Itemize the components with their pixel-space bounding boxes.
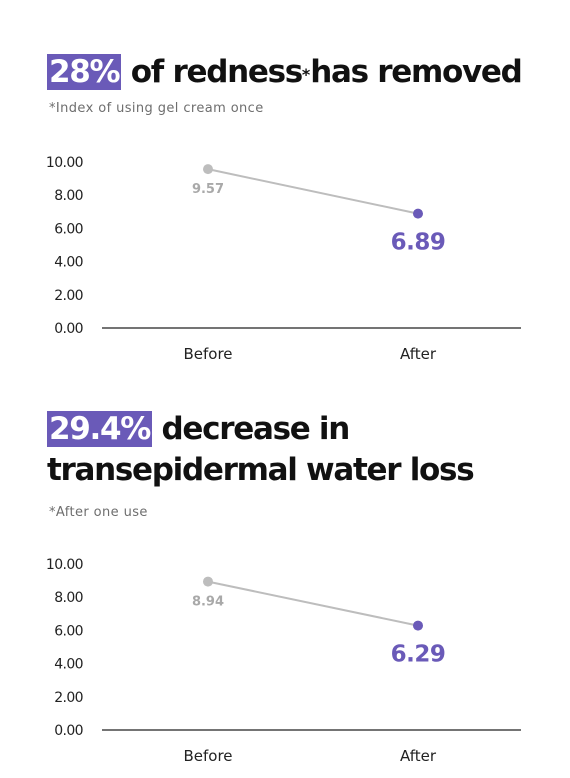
redness-asterisk: * <box>301 65 311 84</box>
x-tick-label-before: Before <box>183 345 232 363</box>
y-axis-ticks: 10.00 8.00 6.00 4.00 2.00 0.00 <box>46 557 84 739</box>
redness-highlight: 28% <box>47 54 122 90</box>
redness-headline-text-a: of redness <box>121 54 303 90</box>
series-line <box>207 580 419 627</box>
y-tick-label: 2.00 <box>54 288 83 304</box>
after-point <box>413 208 423 219</box>
water-loss-footnote: *After one use <box>49 505 148 520</box>
y-tick-label: 6.00 <box>54 623 83 639</box>
before-point <box>203 576 213 587</box>
before-value-label: 8.94 <box>192 595 224 610</box>
after-point <box>413 620 423 631</box>
water-loss-headline: 29.4% decrease in transepidermal water lo… <box>47 409 475 491</box>
water-loss-headline-line2: transepidermal water loss <box>47 452 475 488</box>
x-tick-label-after: After <box>400 345 437 363</box>
redness-chart: 10.00 8.00 6.00 4.00 2.00 0.00 Before After 9.57… <box>46 155 521 363</box>
redness-section: 28% of redness*has removed *Index of usi… <box>0 0 570 380</box>
y-tick-label: 4.00 <box>54 255 83 271</box>
series-line <box>207 168 419 215</box>
water-loss-chart: 10.00 8.00 6.00 4.00 2.00 0.00 Before After 8.94… <box>46 557 521 765</box>
y-tick-label: 6.00 <box>54 221 83 237</box>
redness-headline-text-b: has removed <box>310 54 523 90</box>
before-point <box>203 164 213 175</box>
y-tick-label: 4.00 <box>54 657 83 673</box>
y-tick-label: 8.00 <box>54 590 83 606</box>
y-tick-label: 0.00 <box>54 321 83 337</box>
y-tick-label: 8.00 <box>54 188 83 204</box>
redness-headline: 28% of redness*has removed <box>47 52 523 93</box>
y-tick-label: 10.00 <box>46 557 83 573</box>
after-value-label: 6.89 <box>391 230 446 256</box>
redness-footnote: *Index of using gel cream once <box>49 101 264 116</box>
y-tick-label: 0.00 <box>54 723 83 739</box>
water-loss-headline-line1-rest: decrease in <box>152 411 351 447</box>
water-loss-section: 29.4% decrease in transepidermal water lo… <box>0 380 570 778</box>
y-tick-label: 10.00 <box>46 155 83 171</box>
after-value-label: 6.29 <box>391 642 446 668</box>
before-value-label: 9.57 <box>192 182 224 197</box>
x-tick-label-after: After <box>400 747 437 765</box>
y-axis-ticks: 10.00 8.00 6.00 4.00 2.00 0.00 <box>46 155 84 337</box>
water-loss-highlight: 29.4% <box>47 411 153 447</box>
y-tick-label: 2.00 <box>54 690 83 706</box>
x-tick-label-before: Before <box>183 747 232 765</box>
